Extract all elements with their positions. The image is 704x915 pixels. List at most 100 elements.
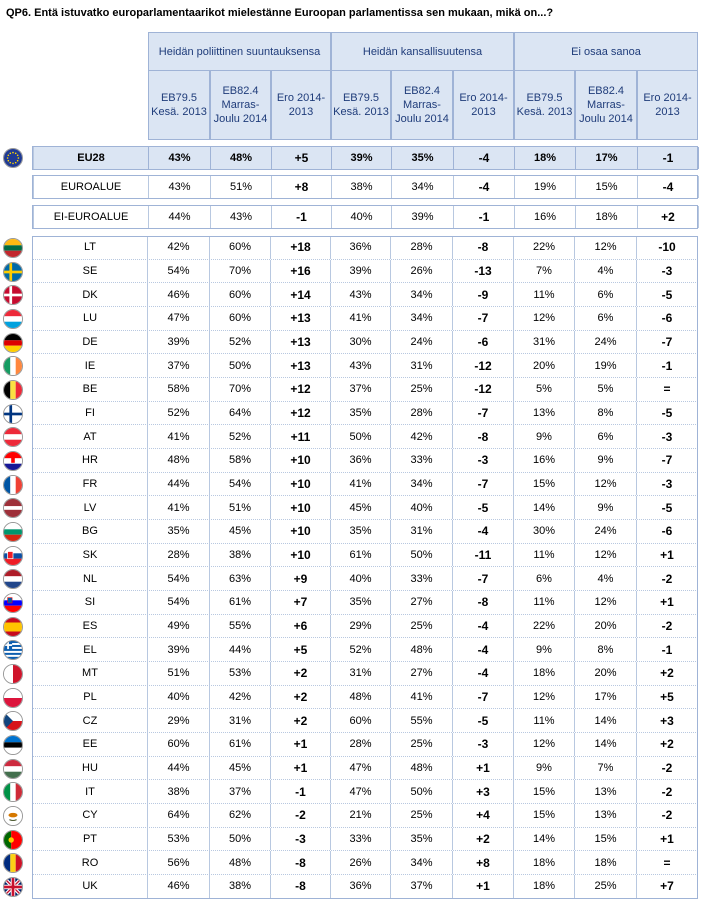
table-row: DE 39% 52% +13 30% 24% -6 31% 24% -7 xyxy=(32,330,698,355)
percent-cell: 17% xyxy=(576,147,638,169)
difference-cell: -2 xyxy=(637,756,698,780)
percent-cell: 13% xyxy=(575,804,637,827)
difference-cell: -7 xyxy=(637,449,698,472)
percent-cell: 30% xyxy=(331,330,391,354)
percent-cell: 7% xyxy=(514,259,575,283)
se-flag-icon xyxy=(3,261,23,282)
percent-cell: 42% xyxy=(391,425,453,449)
percent-cell: 44% xyxy=(210,638,271,662)
percent-cell: 20% xyxy=(514,354,575,377)
percent-cell: 6% xyxy=(575,307,637,330)
difference-cell: +3 xyxy=(637,709,698,733)
difference-cell: +14 xyxy=(271,283,331,306)
percent-cell: 31% xyxy=(210,709,271,733)
percent-cell: 48% xyxy=(211,147,272,169)
percent-cell: 31% xyxy=(514,330,575,354)
percent-cell: 61% xyxy=(210,733,271,756)
ee-flag-icon xyxy=(3,734,23,755)
column-subheader: Ero 2014-2013 xyxy=(271,70,331,140)
percent-cell: 34% xyxy=(391,283,453,306)
difference-cell: +10 xyxy=(271,543,331,567)
difference-cell: +3 xyxy=(453,780,514,804)
percent-cell: 34% xyxy=(391,851,453,875)
percent-cell: 48% xyxy=(331,685,391,709)
percent-cell: 12% xyxy=(514,685,575,709)
eu28-row: EU28 43% 48% +5 39% 35% -4 18% 17% -1 xyxy=(32,146,699,170)
ie-flag-icon xyxy=(3,356,23,377)
percent-cell: 21% xyxy=(331,804,391,827)
percent-cell: 41% xyxy=(148,496,210,520)
pt-flag-icon xyxy=(3,829,23,850)
percent-cell: 14% xyxy=(575,733,637,756)
percent-cell: 4% xyxy=(575,259,637,283)
percent-cell: 52% xyxy=(331,638,391,662)
row-label: AT xyxy=(32,425,148,449)
percent-cell: 51% xyxy=(210,496,271,520)
percent-cell: 46% xyxy=(148,283,210,306)
percent-cell: 47% xyxy=(331,756,391,780)
percent-cell: 60% xyxy=(331,709,391,733)
percent-cell: 12% xyxy=(514,307,575,330)
percent-cell: 27% xyxy=(391,591,453,614)
percent-cell: 15% xyxy=(514,804,575,827)
percent-cell: 28% xyxy=(391,236,453,259)
percent-cell: 70% xyxy=(210,378,271,401)
row-label: UK xyxy=(32,875,148,898)
percent-cell: 64% xyxy=(210,401,271,425)
percent-cell: 60% xyxy=(148,733,210,756)
percent-cell: 48% xyxy=(391,638,453,662)
difference-cell: +13 xyxy=(271,354,331,377)
percent-cell: 18% xyxy=(514,662,575,685)
eu-flag-icon xyxy=(3,148,23,168)
percent-cell: 64% xyxy=(148,804,210,827)
percent-cell: 24% xyxy=(575,520,637,543)
lt-flag-icon xyxy=(3,237,23,258)
difference-cell: -7 xyxy=(453,401,514,425)
percent-cell: 18% xyxy=(575,851,637,875)
percent-cell: 16% xyxy=(514,449,575,472)
column-subheader: Ero 2014-2013 xyxy=(637,70,698,140)
column-subheader: Ero 2014-2013 xyxy=(453,70,514,140)
difference-cell: -12 xyxy=(453,378,514,401)
difference-cell: +11 xyxy=(271,425,331,449)
difference-cell: +10 xyxy=(271,496,331,520)
percent-cell: 28% xyxy=(148,543,210,567)
percent-cell: 15% xyxy=(514,472,575,496)
percent-cell: 9% xyxy=(514,638,575,662)
table-row: LU 47% 60% +13 41% 34% -7 12% 6% -6 xyxy=(32,307,698,331)
difference-cell: +1 xyxy=(637,827,698,851)
difference-cell: -4 xyxy=(454,147,515,169)
column-subheader: EB79.5 Kesä. 2013 xyxy=(148,70,210,140)
difference-cell: +1 xyxy=(271,733,331,756)
percent-cell: 47% xyxy=(148,307,210,330)
percent-cell: 38% xyxy=(210,875,271,898)
percent-cell: 6% xyxy=(575,283,637,306)
mt-flag-icon xyxy=(3,663,23,684)
percent-cell: 50% xyxy=(391,780,453,804)
difference-cell: -5 xyxy=(453,709,514,733)
percent-cell: 58% xyxy=(210,449,271,472)
percent-cell: 41% xyxy=(148,425,210,449)
percent-cell: 51% xyxy=(148,662,210,685)
difference-cell: -8 xyxy=(453,425,514,449)
percent-cell: 37% xyxy=(148,354,210,377)
difference-cell: +6 xyxy=(271,614,331,638)
percent-cell: 11% xyxy=(514,283,575,306)
percent-cell: 41% xyxy=(331,472,391,496)
hu-flag-icon xyxy=(3,758,23,779)
percent-cell: 60% xyxy=(210,307,271,330)
difference-cell: -8 xyxy=(453,236,514,259)
table-row: EL 39% 44% +5 52% 48% -4 9% 8% -1 xyxy=(32,638,698,663)
percent-cell: 49% xyxy=(148,614,210,638)
fr-flag-icon xyxy=(3,474,23,495)
difference-cell: +5 xyxy=(272,147,332,169)
percent-cell: 25% xyxy=(391,804,453,827)
row-label: HR xyxy=(32,449,148,472)
difference-cell: -6 xyxy=(637,520,698,543)
difference-cell: -5 xyxy=(637,283,698,306)
hr-flag-icon xyxy=(3,450,23,471)
percent-cell: 54% xyxy=(148,591,210,614)
difference-cell: +2 xyxy=(637,733,698,756)
percent-cell: 44% xyxy=(148,756,210,780)
difference-cell: -1 xyxy=(637,354,698,377)
